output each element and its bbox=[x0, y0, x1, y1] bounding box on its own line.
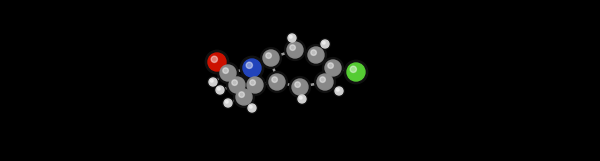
Circle shape bbox=[266, 53, 271, 58]
Circle shape bbox=[297, 94, 307, 104]
Circle shape bbox=[321, 40, 329, 48]
Circle shape bbox=[287, 33, 297, 43]
Circle shape bbox=[233, 87, 254, 107]
Circle shape bbox=[284, 40, 305, 60]
Circle shape bbox=[266, 72, 287, 92]
Circle shape bbox=[335, 87, 343, 95]
Circle shape bbox=[223, 98, 233, 108]
Circle shape bbox=[325, 60, 341, 76]
Circle shape bbox=[350, 66, 356, 72]
Circle shape bbox=[320, 77, 325, 82]
Circle shape bbox=[269, 74, 285, 90]
Circle shape bbox=[323, 58, 343, 78]
Circle shape bbox=[211, 79, 213, 82]
Circle shape bbox=[215, 85, 225, 95]
Circle shape bbox=[223, 68, 229, 73]
Circle shape bbox=[216, 86, 224, 94]
Circle shape bbox=[246, 62, 253, 68]
Circle shape bbox=[289, 35, 292, 38]
Circle shape bbox=[247, 103, 257, 113]
Circle shape bbox=[243, 59, 261, 77]
Circle shape bbox=[292, 79, 308, 95]
Circle shape bbox=[298, 95, 306, 103]
Circle shape bbox=[260, 48, 281, 68]
Circle shape bbox=[347, 63, 365, 81]
Circle shape bbox=[209, 78, 217, 86]
Circle shape bbox=[328, 63, 334, 68]
Circle shape bbox=[311, 50, 316, 55]
Circle shape bbox=[229, 77, 245, 93]
Circle shape bbox=[295, 82, 301, 87]
Circle shape bbox=[299, 96, 302, 99]
Circle shape bbox=[232, 80, 238, 85]
Circle shape bbox=[337, 88, 339, 91]
Circle shape bbox=[236, 89, 252, 105]
Circle shape bbox=[208, 53, 226, 71]
Circle shape bbox=[227, 75, 247, 95]
Circle shape bbox=[263, 50, 279, 66]
Circle shape bbox=[217, 87, 220, 90]
Circle shape bbox=[344, 60, 368, 84]
Circle shape bbox=[290, 77, 310, 97]
Circle shape bbox=[287, 42, 303, 58]
Circle shape bbox=[250, 105, 252, 108]
Circle shape bbox=[250, 80, 256, 85]
Circle shape bbox=[308, 47, 324, 63]
Circle shape bbox=[239, 92, 244, 97]
Circle shape bbox=[247, 77, 263, 93]
Circle shape bbox=[272, 77, 277, 82]
Circle shape bbox=[334, 86, 344, 96]
Circle shape bbox=[205, 50, 229, 74]
Circle shape bbox=[224, 99, 232, 107]
Circle shape bbox=[245, 75, 265, 95]
Circle shape bbox=[220, 65, 236, 81]
Circle shape bbox=[240, 56, 264, 80]
Circle shape bbox=[248, 104, 256, 112]
Circle shape bbox=[218, 63, 238, 83]
Circle shape bbox=[320, 39, 330, 49]
Circle shape bbox=[226, 100, 228, 103]
Circle shape bbox=[288, 34, 296, 42]
Circle shape bbox=[322, 41, 325, 44]
Circle shape bbox=[317, 74, 333, 90]
Circle shape bbox=[290, 45, 295, 50]
Circle shape bbox=[208, 77, 218, 87]
Circle shape bbox=[305, 45, 326, 65]
Circle shape bbox=[314, 72, 335, 92]
Circle shape bbox=[211, 56, 217, 62]
